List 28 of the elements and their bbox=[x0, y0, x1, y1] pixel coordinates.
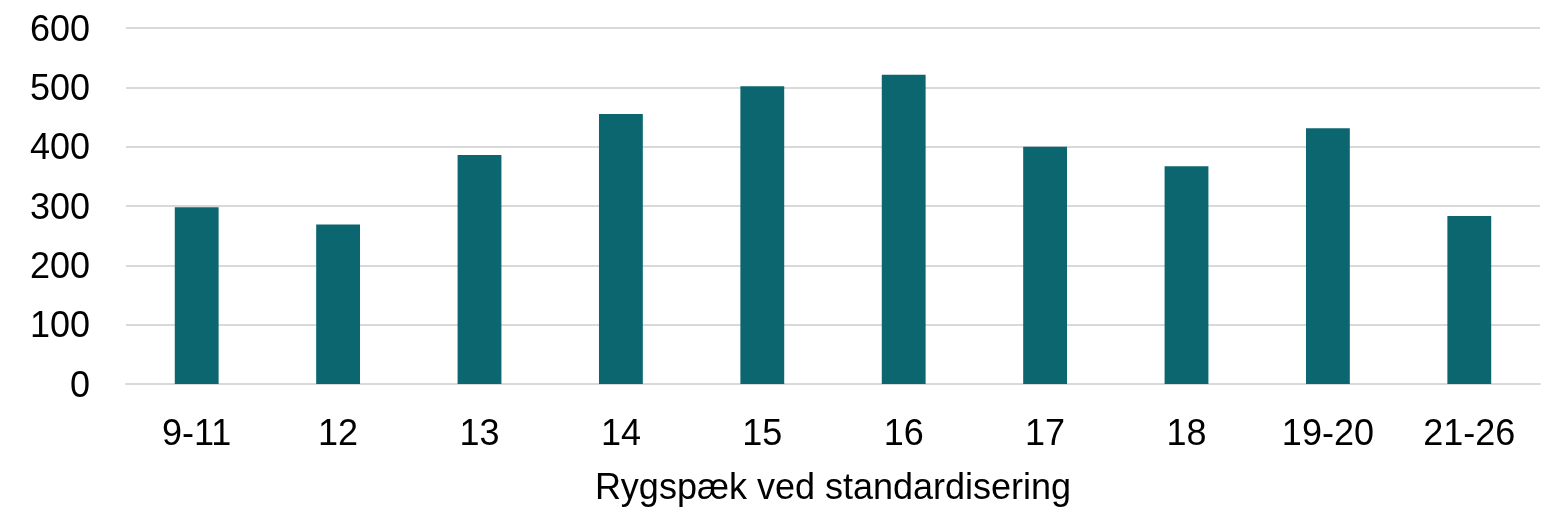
y-tick-label: 100 bbox=[29, 304, 90, 346]
bar bbox=[174, 207, 219, 384]
x-tick-label: 14 bbox=[600, 411, 641, 453]
bar bbox=[1023, 146, 1068, 384]
bar bbox=[740, 86, 785, 384]
x-tick-label: 13 bbox=[459, 411, 500, 453]
bar bbox=[457, 154, 502, 384]
x-tick-label: 17 bbox=[1025, 411, 1066, 453]
x-tick-label: 16 bbox=[883, 411, 924, 453]
x-tick-label: 12 bbox=[318, 411, 359, 453]
x-tick-label: 19-20 bbox=[1281, 411, 1374, 453]
y-tick-label: 600 bbox=[29, 7, 90, 49]
y-tick-label: 200 bbox=[29, 244, 90, 286]
x-tick-label: 9-11 bbox=[162, 411, 232, 453]
bar bbox=[1164, 166, 1209, 384]
y-tick-label: 400 bbox=[29, 126, 90, 168]
x-tick-label: 18 bbox=[1166, 411, 1207, 453]
bar bbox=[1447, 216, 1492, 384]
y-tick-label: 500 bbox=[29, 66, 90, 108]
bar bbox=[316, 224, 361, 384]
x-tick-label: 15 bbox=[742, 411, 783, 453]
bar bbox=[881, 74, 926, 384]
y-tick-label: 0 bbox=[69, 363, 90, 405]
bar bbox=[1305, 128, 1350, 384]
bar bbox=[598, 114, 643, 384]
x-tick-label: 21-26 bbox=[1423, 411, 1516, 453]
x-axis-title: Rygspæk ved standardisering bbox=[594, 465, 1072, 507]
y-tick-label: 300 bbox=[29, 185, 90, 227]
